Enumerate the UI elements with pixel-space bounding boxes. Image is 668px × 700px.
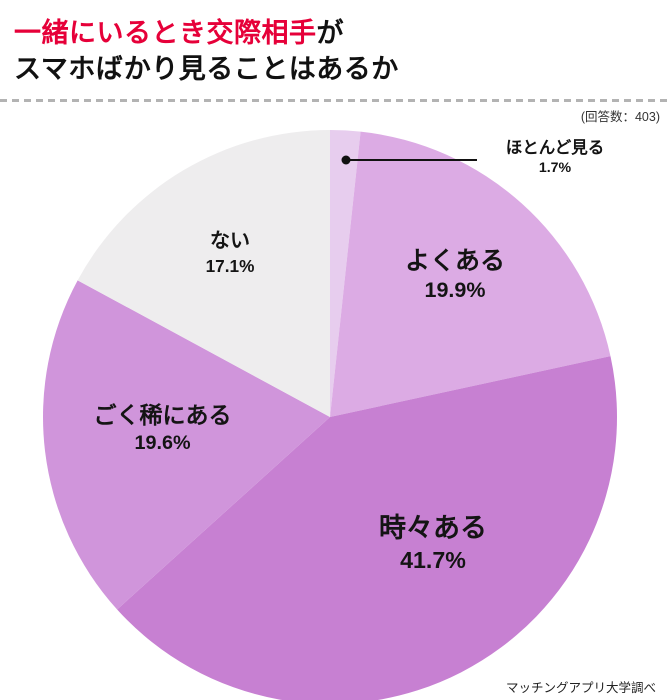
slice-label-text: ほとんど見る xyxy=(505,139,605,158)
title-line1-red: 一緒にいるとき交際相手 xyxy=(14,18,317,48)
slice-label-text: ごく稀にある xyxy=(93,402,232,429)
header: 一緒にいるとき交際相手がスマホばかり見ることはあるか xyxy=(0,0,668,93)
title-line1-black: が xyxy=(316,18,344,48)
pie-slice-1 xyxy=(330,131,611,418)
slice-label-text: ない xyxy=(210,230,250,253)
slice-label-hotondo-miru: ほとんど見る 1.7% xyxy=(480,138,630,177)
slice-label-goku-mare: ごく稀にある 19.6% xyxy=(55,401,270,456)
dashed-divider xyxy=(0,99,668,103)
respondents-count: (回答数：403) xyxy=(580,110,660,125)
page-title: 一緒にいるとき交際相手がスマホばかり見ることはあるか xyxy=(14,16,654,87)
slice-pct-text: 19.6% xyxy=(134,431,191,454)
slice-label-tokidoki-aru: 時々ある 41.7% xyxy=(328,511,538,575)
pie-slice-0 xyxy=(330,130,361,418)
slice-label-text: よくある xyxy=(404,247,505,276)
pie-chart xyxy=(43,130,617,700)
slice-label-nai: ない 17.1% xyxy=(160,229,300,277)
title-line2: スマホばかり見ることはあるか xyxy=(14,53,399,84)
slice-label-yoku-aru: よくある 19.9% xyxy=(365,245,545,305)
pie-chart-area: ほとんど見る 1.7% よくある 19.9% 時々ある 41.7% ごく稀にある… xyxy=(0,125,668,700)
pie-slice-2 xyxy=(117,356,617,700)
slice-pct-text: 1.7% xyxy=(538,160,572,177)
slice-pct-text: 17.1% xyxy=(205,255,255,276)
slice-pct-text: 41.7% xyxy=(400,546,466,573)
callout-dot xyxy=(341,155,351,165)
pie-slice-3 xyxy=(43,280,330,610)
source-credit: マッチングアプリ大学調べ xyxy=(505,681,656,695)
slice-label-text: 時々ある xyxy=(379,513,487,544)
slice-pct-text: 19.9% xyxy=(424,278,486,303)
pie-slice-4 xyxy=(77,130,330,418)
